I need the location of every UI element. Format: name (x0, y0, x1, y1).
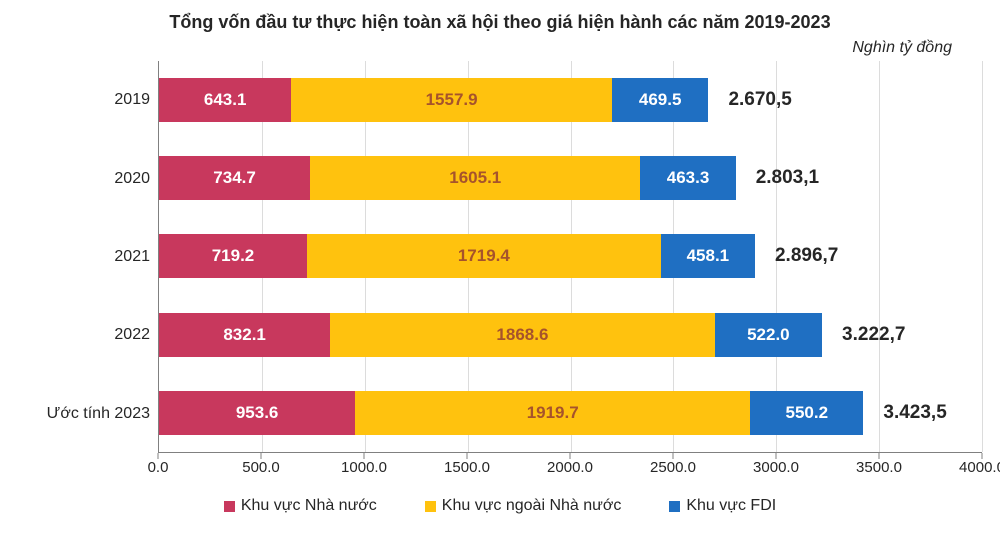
bars-region: 643.11557.9469.5 2.670,5 734.71605.1463.3 2… (158, 61, 982, 453)
bar-row: 953.61919.7550.2 3.423,5 (159, 391, 982, 435)
legend-item: Khu vực Nhà nước (224, 497, 377, 515)
plot-area: 2019 2020 2021 2022 Ước tính 2023 643.11557.… (18, 61, 982, 453)
x-tick-label: 500.0 (242, 459, 280, 476)
chart-title: Tổng vốn đầu tư thực hiện toàn xã hội th… (18, 12, 982, 33)
bar-segment: 832.1 (159, 313, 330, 357)
legend-label: Khu vực FDI (686, 497, 776, 515)
total-label: 3.423,5 (883, 402, 946, 424)
legend-swatch (425, 501, 436, 512)
y-axis-label: 2022 (114, 326, 150, 344)
bar-segment: 1719.4 (307, 234, 661, 278)
unit-label: Nghìn tỷ đồng (18, 39, 982, 57)
gridline (982, 61, 983, 452)
y-axis-label: 2019 (114, 91, 150, 109)
bar-segment: 1868.6 (330, 313, 714, 357)
bar-segment: 719.2 (159, 234, 307, 278)
bar-row: 719.21719.4458.1 2.896,7 (159, 234, 982, 278)
x-tick-label: 1500.0 (444, 459, 490, 476)
legend-label: Khu vực ngoài Nhà nước (442, 497, 622, 515)
x-tick-label: 3500.0 (856, 459, 902, 476)
bar-segment: 1605.1 (310, 156, 640, 200)
bar-segment: 734.7 (159, 156, 310, 200)
y-axis-label: 2020 (114, 170, 150, 188)
y-axis-label: Ước tính 2023 (47, 405, 150, 423)
legend-label: Khu vực Nhà nước (241, 497, 377, 515)
bar-segment: 643.1 (159, 78, 291, 122)
total-label: 2.896,7 (775, 245, 838, 267)
bar-segment: 469.5 (612, 78, 709, 122)
bar-segment: 458.1 (661, 234, 755, 278)
bar-row: 734.71605.1463.3 2.803,1 (159, 156, 982, 200)
y-axis-label: 2021 (114, 248, 150, 266)
total-label: 2.803,1 (756, 167, 819, 189)
x-axis: 0.0500.01000.01500.02000.02500.03000.035… (158, 453, 982, 481)
x-axis-ticks: 0.0500.01000.01500.02000.02500.03000.035… (158, 453, 982, 481)
bar-segment: 463.3 (640, 156, 735, 200)
bar-segment: 1557.9 (291, 78, 612, 122)
x-tick-label: 4000.0 (959, 459, 1000, 476)
bar-segment: 953.6 (159, 391, 355, 435)
y-axis-labels: 2019 2020 2021 2022 Ước tính 2023 (18, 61, 158, 453)
bar-segment: 550.2 (750, 391, 863, 435)
total-label: 2.670,5 (728, 89, 791, 111)
legend-swatch (669, 501, 680, 512)
total-label: 3.222,7 (842, 324, 905, 346)
x-tick-label: 2000.0 (547, 459, 593, 476)
legend: Khu vực Nhà nước Khu vực ngoài Nhà nước Kh… (18, 497, 982, 515)
x-tick-label: 1000.0 (341, 459, 387, 476)
legend-item: Khu vực ngoài Nhà nước (425, 497, 622, 515)
chart-wrapper: Tổng vốn đầu tư thực hiện toàn xã hội th… (0, 0, 1000, 552)
bar-segment: 522.0 (715, 313, 822, 357)
bar-row: 643.11557.9469.5 2.670,5 (159, 78, 982, 122)
x-tick-label: 0.0 (148, 459, 169, 476)
legend-swatch (224, 501, 235, 512)
bar-segment: 1919.7 (355, 391, 750, 435)
x-tick-label: 2500.0 (650, 459, 696, 476)
x-tick-label: 3000.0 (753, 459, 799, 476)
bar-row: 832.11868.6522.0 3.222,7 (159, 313, 982, 357)
legend-item: Khu vực FDI (669, 497, 776, 515)
